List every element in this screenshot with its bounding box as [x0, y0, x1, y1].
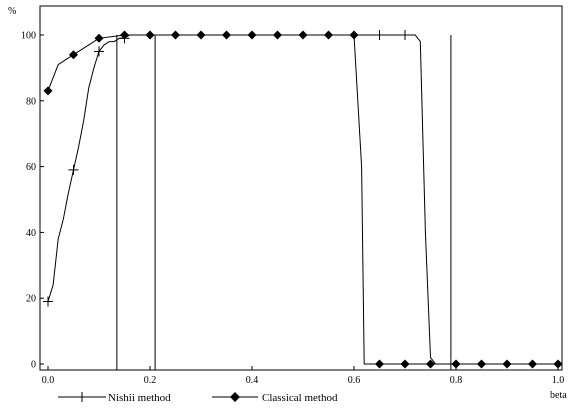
- y-tick-label: 0: [31, 360, 36, 371]
- classical-marker: [400, 359, 410, 369]
- classical-marker: [273, 30, 282, 40]
- classical-marker: [477, 359, 486, 369]
- classical-marker: [451, 359, 461, 369]
- x-tick-label: 0.0: [42, 375, 55, 386]
- y-tick-label: 20: [26, 294, 36, 305]
- classical-marker: [324, 30, 333, 40]
- classical-marker: [196, 30, 206, 40]
- classical-marker: [120, 30, 129, 40]
- x-tick-label: 0.4: [246, 375, 259, 386]
- y-axis-unit-label: %: [8, 6, 16, 17]
- classical-marker: [528, 359, 537, 369]
- legend: Nishii method Classical method: [58, 392, 338, 404]
- classical-marker: [94, 33, 104, 43]
- classical-marker: [349, 30, 359, 40]
- x-tick-label: 0.6: [348, 375, 361, 386]
- classical-marker: [502, 359, 512, 369]
- nishii-series-line: [47, 34, 558, 365]
- classical-marker: [222, 30, 231, 40]
- legend-classical-marker: [230, 392, 240, 402]
- plot-border: [39, 5, 563, 371]
- classical-marker: [247, 30, 257, 40]
- vertical-reference-lines: [116, 35, 452, 370]
- y-tick-label: 60: [26, 162, 36, 173]
- classical-marker: [43, 86, 53, 96]
- legend-nishii-label: Nishii method: [108, 392, 171, 404]
- y-tick-label: 40: [26, 228, 36, 239]
- x-tick-label: 0.8: [450, 375, 463, 386]
- classical-marker: [298, 30, 308, 40]
- x-axis-unit-label: beta: [550, 390, 567, 401]
- legend-classical-label: Classical method: [262, 392, 338, 404]
- x-tick-label: 0.2: [144, 375, 157, 386]
- classical-marker: [171, 30, 180, 40]
- classical-marker: [553, 359, 563, 369]
- y-tick-label: 80: [26, 96, 36, 107]
- axes: 0.0 0.2 0.4 0.6 0.8 1.0 0 20 40 60 80 100: [21, 31, 564, 387]
- classical-marker: [145, 30, 155, 40]
- classical-series-line: [47, 34, 558, 365]
- series-lines: [47, 34, 558, 365]
- y-tick-label: 100: [21, 31, 36, 42]
- plot-frame: [39, 5, 563, 371]
- x-tick-label: 1.0: [552, 375, 565, 386]
- series-markers: [43, 30, 563, 369]
- classical-marker: [69, 50, 78, 60]
- classical-marker: [375, 359, 384, 369]
- classical-marker: [426, 359, 435, 369]
